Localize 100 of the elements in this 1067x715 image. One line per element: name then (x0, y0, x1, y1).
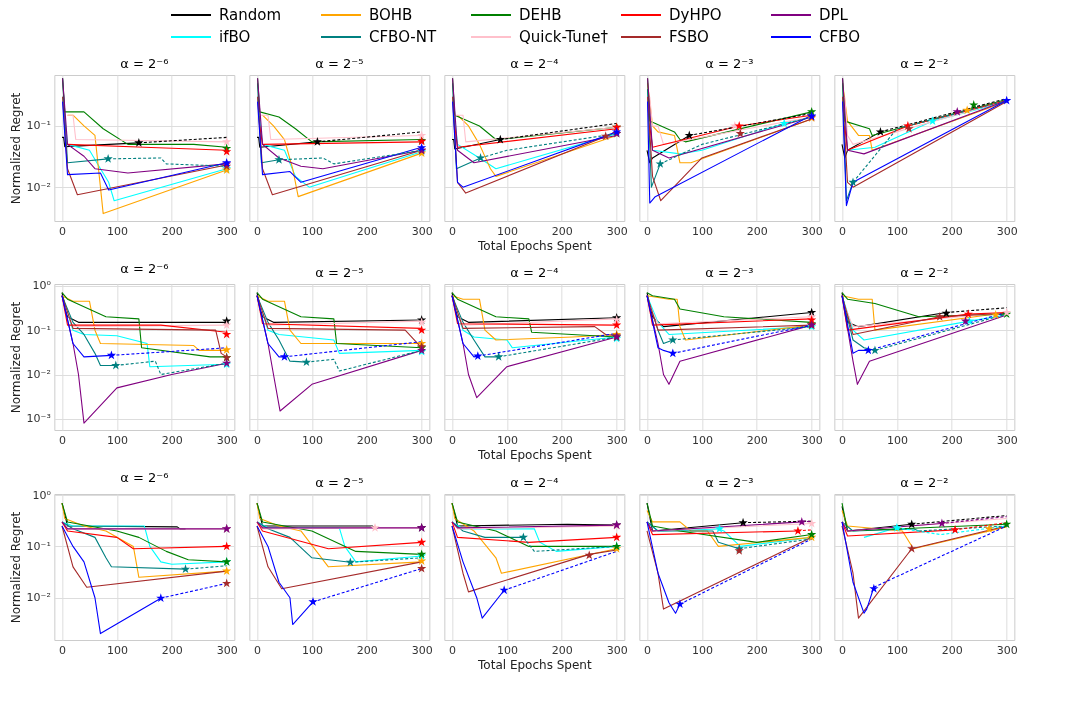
y-tick-label: 10⁻¹ (26, 323, 51, 337)
x-axis-title: Total Epochs Spent (477, 238, 592, 253)
chart-title: α = 2⁻⁴ (510, 56, 559, 71)
x-tick-label: 0 (644, 224, 652, 238)
y-tick-label: 10⁻¹ (26, 539, 51, 553)
chart-title: α = 2⁻⁶ (120, 260, 169, 276)
y-tick-label: 10⁻¹ (26, 119, 51, 133)
x-axis-title: Total Epochs Spent (477, 657, 592, 672)
legend-label: FSBO (669, 28, 709, 46)
legend-label: Random (219, 6, 282, 24)
x-tick-label: 300 (801, 224, 823, 238)
legend-label: DyHPO (669, 6, 722, 24)
x-tick-label: 100 (106, 433, 128, 447)
x-tick-label: 0 (839, 433, 847, 447)
x-tick-label: 100 (691, 224, 713, 238)
x-tick-label: 300 (216, 643, 238, 657)
y-tick-label: 10⁻² (26, 180, 51, 194)
x-tick-label: 300 (996, 643, 1018, 657)
x-tick-label: 100 (301, 433, 323, 447)
x-tick-label: 0 (254, 224, 262, 238)
x-tick-label: 300 (801, 433, 823, 447)
x-tick-label: 300 (996, 433, 1018, 447)
x-tick-label: 0 (449, 224, 457, 238)
x-axis-title: Total Epochs Spent (477, 447, 592, 462)
x-tick-label: 100 (301, 643, 323, 657)
x-tick-label: 200 (746, 224, 768, 238)
legend-label: CFBO (819, 28, 860, 46)
legend-label: Quick-Tune† (519, 28, 609, 46)
y-tick-label: 10⁻² (26, 368, 51, 381)
x-tick-label: 0 (839, 224, 847, 238)
x-tick-label: 100 (496, 224, 518, 238)
x-tick-label: 200 (356, 224, 378, 238)
x-tick-label: 200 (161, 224, 183, 238)
y-axis-title: Normalized Regret (8, 301, 23, 414)
x-tick-label: 100 (886, 224, 908, 238)
x-tick-label: 200 (356, 433, 378, 447)
x-tick-label: 200 (746, 433, 768, 447)
legend-label: ifBO (219, 28, 251, 46)
x-tick-label: 200 (551, 643, 573, 657)
x-tick-label: 300 (606, 643, 628, 657)
legend-label: BOHB (369, 6, 413, 24)
chart-title: α = 2⁻² (900, 265, 949, 280)
x-tick-label: 300 (411, 224, 433, 238)
chart-title: α = 2⁻³ (705, 475, 754, 490)
x-tick-label: 0 (839, 643, 847, 657)
x-tick-label: 100 (301, 224, 323, 238)
y-axis-title: Normalized Regret (8, 92, 23, 205)
x-tick-label: 300 (216, 433, 238, 447)
x-tick-label: 0 (59, 224, 67, 238)
x-tick-label: 300 (216, 224, 238, 238)
x-tick-label: 200 (941, 224, 963, 238)
x-tick-label: 0 (59, 643, 67, 657)
x-tick-label: 300 (606, 224, 628, 238)
x-tick-label: 100 (106, 643, 128, 657)
x-tick-label: 100 (691, 643, 713, 657)
x-tick-label: 100 (886, 433, 908, 447)
x-tick-label: 200 (941, 433, 963, 447)
x-tick-label: 200 (941, 643, 963, 657)
chart-title: α = 2⁻⁵ (315, 475, 364, 490)
x-tick-label: 100 (496, 643, 518, 657)
x-tick-label: 300 (996, 224, 1018, 238)
x-tick-label: 100 (496, 433, 518, 447)
x-tick-label: 300 (801, 643, 823, 657)
x-tick-label: 0 (254, 643, 262, 657)
x-tick-label: 200 (746, 643, 768, 657)
x-tick-label: 0 (644, 643, 652, 657)
y-axis-title: Normalized Regret (8, 511, 23, 624)
x-tick-label: 300 (606, 433, 628, 447)
chart-title: α = 2⁻² (900, 56, 949, 71)
chart-title: α = 2⁻² (900, 475, 949, 490)
legend-label: CFBO-NT (369, 28, 437, 46)
y-tick-label: 10⁻³ (26, 412, 51, 426)
x-tick-label: 100 (886, 643, 908, 657)
x-tick-label: 200 (161, 643, 183, 657)
x-tick-label: 0 (59, 433, 67, 447)
x-tick-label: 100 (691, 433, 713, 447)
chart-title: α = 2⁻⁴ (510, 265, 559, 280)
x-tick-label: 200 (551, 224, 573, 238)
y-tick-label: 10⁻² (26, 591, 51, 605)
chart-title: α = 2⁻⁶ (120, 56, 169, 71)
y-tick-label: 10⁰ (32, 488, 52, 502)
y-tick-label: 10⁰ (32, 279, 52, 293)
chart-title: α = 2⁻⁵ (315, 56, 364, 71)
x-tick-label: 0 (449, 433, 457, 447)
chart-title: α = 2⁻⁶ (120, 470, 169, 486)
x-tick-label: 200 (551, 433, 573, 447)
x-tick-label: 0 (644, 433, 652, 447)
chart-title: α = 2⁻³ (705, 265, 754, 280)
x-tick-label: 0 (449, 643, 457, 657)
x-tick-label: 200 (161, 433, 183, 447)
legend-label: DPL (819, 6, 849, 24)
chart-title: α = 2⁻⁴ (510, 475, 559, 490)
x-tick-label: 300 (411, 433, 433, 447)
chart-title: α = 2⁻⁵ (315, 265, 364, 280)
x-tick-label: 0 (254, 433, 262, 447)
x-tick-label: 200 (356, 643, 378, 657)
x-tick-label: 100 (106, 224, 128, 238)
chart-title: α = 2⁻³ (705, 56, 754, 71)
legend-label: DEHB (519, 6, 562, 24)
x-tick-label: 300 (411, 643, 433, 657)
